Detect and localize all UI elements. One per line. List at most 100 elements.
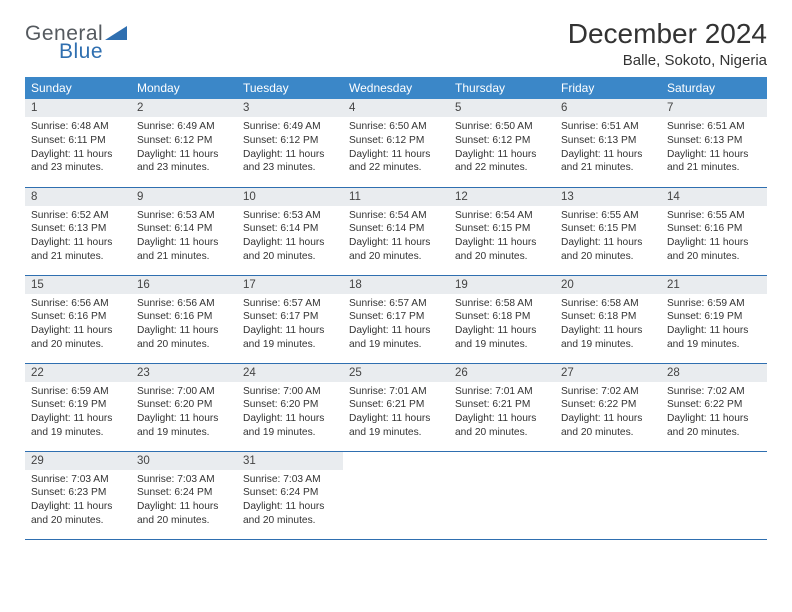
calendar-empty-cell	[555, 451, 661, 539]
calendar-day-cell: 27Sunrise: 7:02 AMSunset: 6:22 PMDayligh…	[555, 363, 661, 451]
sunrise-line: Sunrise: 6:57 AM	[349, 298, 427, 309]
day-details: Sunrise: 6:59 AMSunset: 6:19 PMDaylight:…	[661, 294, 767, 357]
day-details: Sunrise: 6:57 AMSunset: 6:17 PMDaylight:…	[343, 294, 449, 357]
day-details: Sunrise: 6:50 AM Sunset: 6:12 PM Daylight:…	[449, 117, 555, 180]
sunrise-line: Sunrise: 6:48 AM	[31, 121, 109, 132]
sunrise-line: Sunrise: 7:02 AM	[667, 386, 745, 397]
day-details: Sunrise: 6:53 AMSunset: 6:14 PMDaylight:…	[131, 206, 237, 269]
sunrise-line: Sunrise: 6:50 AM	[349, 121, 427, 132]
calendar-day-cell: 5 Sunrise: 6:50 AM Sunset: 6:12 PM Daylight…	[449, 99, 555, 187]
daylight-line: Daylight: 11 hours and 20 minutes.	[31, 501, 112, 526]
sunset-line: Sunset: 6:12 PM	[455, 135, 530, 146]
sunrise-line: Sunrise: 6:53 AM	[137, 210, 215, 221]
day-number: 10	[237, 188, 343, 206]
sunset-line: Sunset: 6:19 PM	[31, 399, 106, 410]
sunrise-line: Sunrise: 6:52 AM	[31, 210, 109, 221]
day-number: 23	[131, 364, 237, 382]
sunset-line: Sunset: 6:20 PM	[243, 399, 318, 410]
day-details: Sunrise: 6:51 AMSunset: 6:13 PMDaylight:…	[661, 117, 767, 180]
daylight-line: Daylight: 11 hours and 21 minutes.	[561, 149, 642, 174]
day-number: 1	[25, 99, 131, 117]
sunrise-line: Sunrise: 6:53 AM	[243, 210, 321, 221]
day-number: 11	[343, 188, 449, 206]
day-details: Sunrise: 7:00 AMSunset: 6:20 PMDaylight:…	[237, 382, 343, 445]
day-number: 12	[449, 188, 555, 206]
day-number: 25	[343, 364, 449, 382]
sunrise-line: Sunrise: 7:00 AM	[137, 386, 215, 397]
day-details: Sunrise: 7:01 AM Sunset: 6:21 PM Daylight:…	[449, 382, 555, 445]
day-details: Sunrise: 6:49 AMSunset: 6:12 PMDaylight:…	[237, 117, 343, 180]
sunset-line: Sunset: 6:13 PM	[561, 135, 636, 146]
sunrise-line: Sunrise: 6:58 AM	[561, 298, 639, 309]
calendar-day-cell: 9Sunrise: 6:53 AMSunset: 6:14 PMDaylight…	[131, 187, 237, 275]
day-number: 6	[555, 99, 661, 117]
daylight-line: Daylight: 11 hours and 23 minutes.	[243, 149, 324, 174]
daylight-line: Daylight: 11 hours and 20 minutes.	[561, 237, 642, 262]
day-number: 7	[661, 99, 767, 117]
sunset-line: Sunset: 6:24 PM	[243, 487, 318, 498]
day-details: Sunrise: 6:57 AMSunset: 6:17 PMDaylight:…	[237, 294, 343, 357]
calendar-week-row: 8Sunrise: 6:52 AMSunset: 6:13 PMDaylight…	[25, 187, 767, 275]
page-title: December 2024	[568, 18, 767, 50]
sunset-line: Sunset: 6:16 PM	[667, 223, 742, 234]
day-details: Sunrise: 6:53 AM Sunset: 6:14 PM Daylight:…	[237, 206, 343, 269]
calendar-week-row: 1Sunrise: 6:48 AMSunset: 6:11 PMDaylight…	[25, 99, 767, 187]
calendar-day-cell: 13Sunrise: 6:55 AMSunset: 6:15 PMDayligh…	[555, 187, 661, 275]
calendar-day-cell: 3Sunrise: 6:49 AMSunset: 6:12 PMDaylight…	[237, 99, 343, 187]
calendar-day-cell: 18Sunrise: 6:57 AMSunset: 6:17 PMDayligh…	[343, 275, 449, 363]
calendar-empty-cell	[449, 451, 555, 539]
day-number: 30	[131, 452, 237, 470]
daylight-line: Daylight: 11 hours and 19 minutes.	[31, 413, 112, 438]
title-block: December 2024 Balle, Sokoto, Nigeria	[568, 18, 767, 69]
daylight-line: Daylight: 11 hours and 20 minutes.	[455, 413, 536, 438]
day-number: 15	[25, 276, 131, 294]
day-number: 27	[555, 364, 661, 382]
weekday-header-row: SundayMondayTuesdayWednesdayThursdayFrid…	[25, 77, 767, 99]
day-details: Sunrise: 6:49 AMSunset: 6:12 PMDaylight:…	[131, 117, 237, 180]
weekday-header: Saturday	[661, 77, 767, 99]
daylight-line: Daylight: 11 hours and 19 minutes.	[349, 325, 430, 350]
sunrise-line: Sunrise: 6:55 AM	[561, 210, 639, 221]
day-details: Sunrise: 6:56 AMSunset: 6:16 PMDaylight:…	[131, 294, 237, 357]
weekday-header: Thursday	[449, 77, 555, 99]
logo: General Blue	[25, 22, 127, 64]
calendar-day-cell: 2Sunrise: 6:49 AMSunset: 6:12 PMDaylight…	[131, 99, 237, 187]
daylight-line: Daylight: 11 hours and 20 minutes.	[31, 325, 112, 350]
day-number: 5	[449, 99, 555, 117]
sunrise-line: Sunrise: 6:59 AM	[667, 298, 745, 309]
day-details: Sunrise: 7:01 AMSunset: 6:21 PMDaylight:…	[343, 382, 449, 445]
daylight-line: Daylight: 11 hours and 20 minutes.	[243, 237, 324, 262]
daylight-line: Daylight: 11 hours and 20 minutes.	[137, 501, 218, 526]
day-number: 26	[449, 364, 555, 382]
daylight-line: Daylight: 11 hours and 20 minutes.	[455, 237, 536, 262]
header: General Blue December 2024 Balle, Sokoto…	[25, 18, 767, 69]
sunset-line: Sunset: 6:22 PM	[667, 399, 742, 410]
day-details: Sunrise: 6:51 AMSunset: 6:13 PMDaylight:…	[555, 117, 661, 180]
sunset-line: Sunset: 6:14 PM	[243, 223, 318, 234]
weekday-header: Friday	[555, 77, 661, 99]
weekday-header: Monday	[131, 77, 237, 99]
day-number: 3	[237, 99, 343, 117]
day-number: 29	[25, 452, 131, 470]
calendar-day-cell: 22Sunrise: 6:59 AMSunset: 6:19 PMDayligh…	[25, 363, 131, 451]
calendar-day-cell: 20Sunrise: 6:58 AMSunset: 6:18 PMDayligh…	[555, 275, 661, 363]
calendar-table: SundayMondayTuesdayWednesdayThursdayFrid…	[25, 77, 767, 540]
calendar-day-cell: 16Sunrise: 6:56 AMSunset: 6:16 PMDayligh…	[131, 275, 237, 363]
sunrise-line: Sunrise: 6:59 AM	[31, 386, 109, 397]
calendar-empty-cell	[661, 451, 767, 539]
sunrise-line: Sunrise: 7:01 AM	[455, 386, 533, 397]
daylight-line: Daylight: 11 hours and 20 minutes.	[349, 237, 430, 262]
calendar-day-cell: 11Sunrise: 6:54 AMSunset: 6:14 PMDayligh…	[343, 187, 449, 275]
sunrise-line: Sunrise: 6:51 AM	[667, 121, 745, 132]
daylight-line: Daylight: 11 hours and 22 minutes.	[455, 149, 536, 174]
sunset-line: Sunset: 6:14 PM	[349, 223, 424, 234]
daylight-line: Daylight: 11 hours and 19 minutes.	[349, 413, 430, 438]
calendar-day-cell: 29Sunrise: 7:03 AMSunset: 6:23 PMDayligh…	[25, 451, 131, 539]
day-details: Sunrise: 6:48 AMSunset: 6:11 PMDaylight:…	[25, 117, 131, 180]
calendar-day-cell: 15Sunrise: 6:56 AMSunset: 6:16 PMDayligh…	[25, 275, 131, 363]
daylight-line: Daylight: 11 hours and 23 minutes.	[137, 149, 218, 174]
sunset-line: Sunset: 6:21 PM	[455, 399, 530, 410]
sunrise-line: Sunrise: 6:50 AM	[455, 121, 533, 132]
sunrise-line: Sunrise: 7:03 AM	[243, 474, 321, 485]
day-details: Sunrise: 6:58 AMSunset: 6:18 PMDaylight:…	[449, 294, 555, 357]
